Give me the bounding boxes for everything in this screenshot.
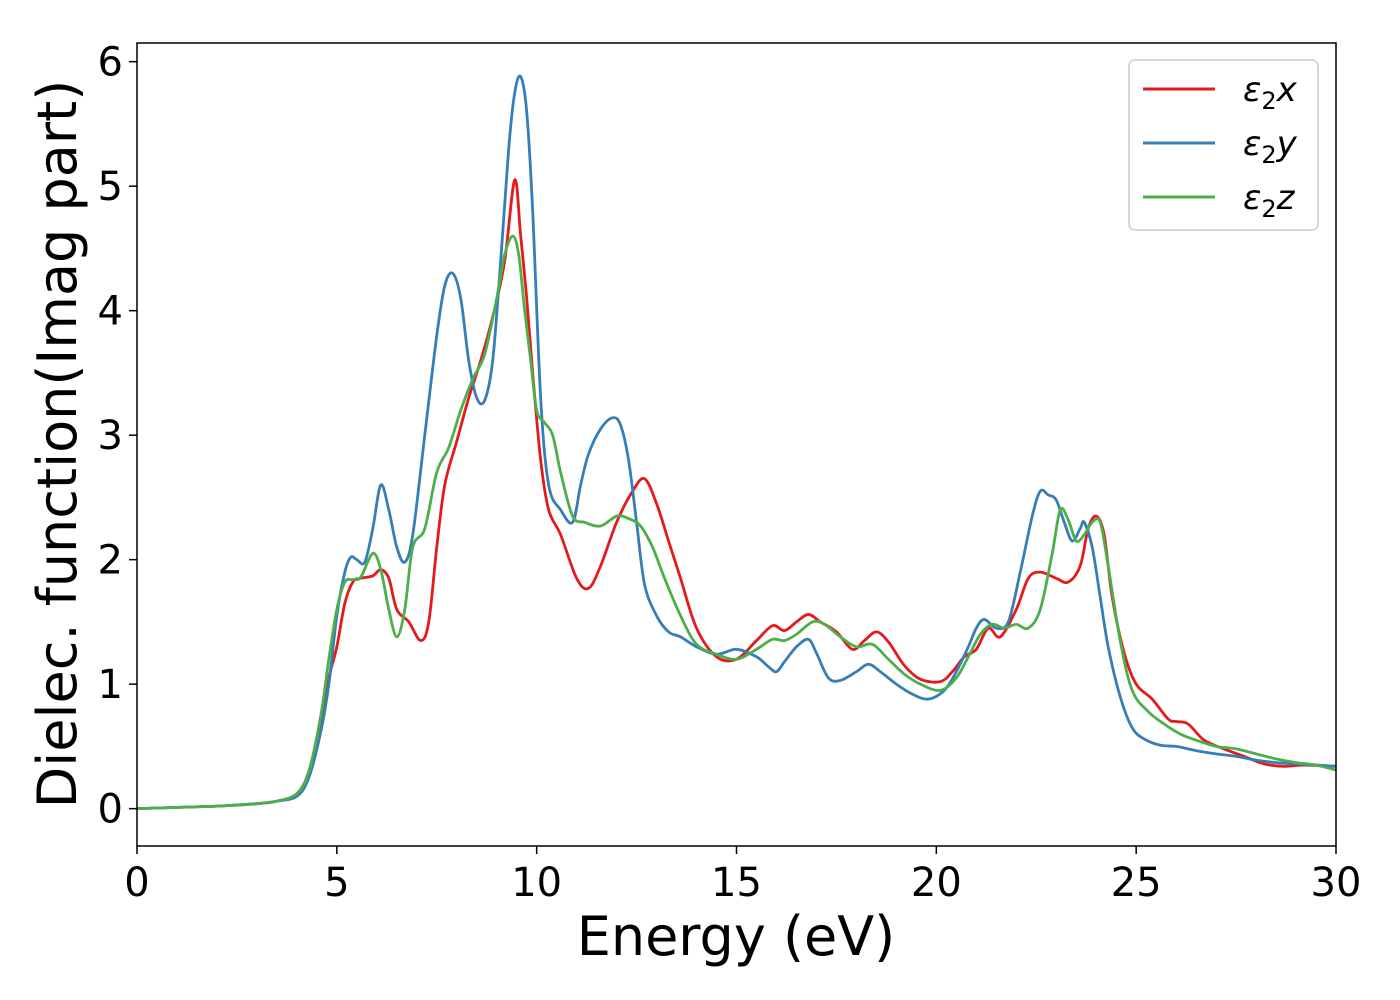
x-tick-label: 20 bbox=[911, 860, 962, 906]
legend-box bbox=[1128, 59, 1319, 231]
legend: ε2x ε2y ε2z bbox=[1128, 59, 1319, 231]
x-tick-label: 5 bbox=[324, 860, 349, 906]
y-tick-label: 3 bbox=[98, 413, 123, 459]
y-axis-ticks: 0 1 2 3 4 5 6 bbox=[98, 40, 137, 833]
x-tick-label: 25 bbox=[1111, 860, 1162, 906]
legend-label-x: ε2x bbox=[1243, 70, 1298, 115]
x-tick-label: 15 bbox=[711, 860, 762, 906]
series-line-z bbox=[137, 234, 1336, 811]
y-tick-label: 1 bbox=[98, 662, 123, 708]
x-axis-ticks: 0 5 10 15 20 25 30 bbox=[124, 846, 1361, 906]
y-tick-label: 0 bbox=[98, 787, 123, 833]
legend-label-y: ε2y bbox=[1243, 124, 1298, 169]
legend-label-z: ε2z bbox=[1243, 178, 1296, 223]
y-axis-title: Dielec. function(Imag part) bbox=[26, 80, 89, 809]
series-line-x bbox=[137, 178, 1336, 811]
series-layer bbox=[137, 74, 1336, 811]
y-tick-label: 6 bbox=[98, 40, 123, 86]
x-axis-title: Energy (eV) bbox=[577, 905, 896, 968]
x-tick-label: 30 bbox=[1311, 860, 1362, 906]
y-tick-label: 2 bbox=[98, 538, 123, 584]
x-tick-label: 10 bbox=[511, 860, 562, 906]
y-tick-label: 4 bbox=[98, 289, 123, 335]
series-line-y bbox=[137, 74, 1336, 811]
x-tick-label: 0 bbox=[124, 860, 149, 906]
y-tick-label: 5 bbox=[98, 164, 123, 210]
